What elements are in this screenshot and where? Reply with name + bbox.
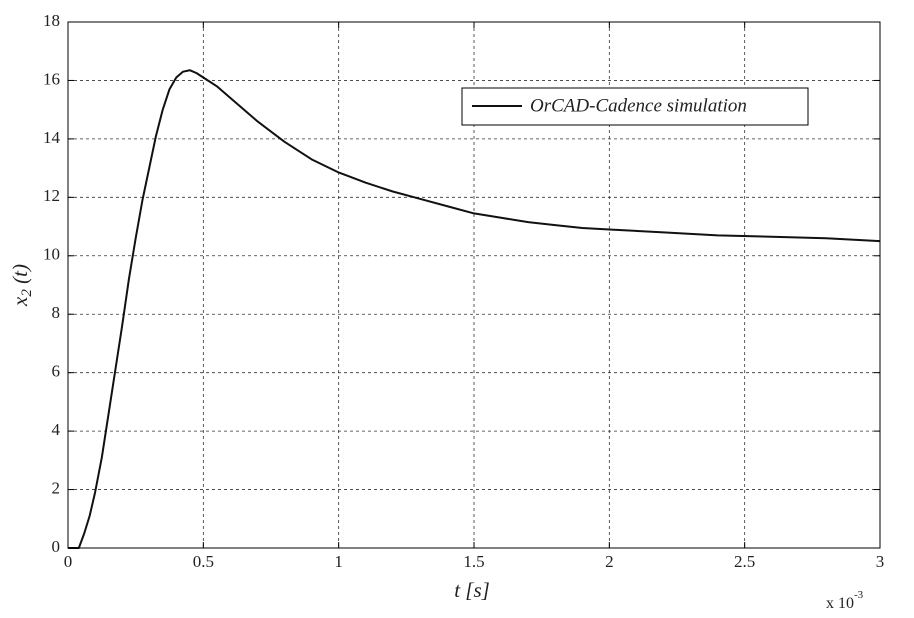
x-tick-label: 2 bbox=[605, 552, 614, 571]
legend: OrCAD-Cadence simulation bbox=[461, 87, 809, 126]
legend-label: OrCAD-Cadence simulation bbox=[530, 95, 747, 116]
y-label-rest: (t) bbox=[8, 264, 32, 289]
y-label-subscript: 2 bbox=[19, 289, 35, 297]
data-layer bbox=[68, 69, 881, 549]
x-multiplier-exponent: -3 bbox=[854, 589, 864, 601]
y-tick-label: 2 bbox=[52, 478, 61, 497]
x-tick-label: 0 bbox=[64, 552, 73, 571]
y-tick-label: 0 bbox=[52, 537, 61, 556]
y-axis-label: x2 (t) bbox=[8, 264, 36, 307]
y-label-base: x bbox=[8, 296, 32, 307]
x-tick-label: 3 bbox=[876, 552, 885, 571]
x-axis-label: t [s] bbox=[454, 578, 490, 602]
y-tick-label: 12 bbox=[43, 186, 60, 205]
y-tick-label: 6 bbox=[52, 362, 61, 381]
y-tick-label: 4 bbox=[52, 420, 61, 439]
x-tick-label: 1 bbox=[334, 552, 343, 571]
x-multiplier-base: x 10 bbox=[826, 595, 854, 612]
x-tick-label: 0.5 bbox=[193, 552, 214, 571]
y-tick-label: 18 bbox=[43, 11, 60, 30]
y-tick-label: 8 bbox=[52, 303, 61, 322]
y-tick-label: 10 bbox=[43, 245, 60, 264]
x-tick-label: 2.5 bbox=[734, 552, 755, 571]
x-multiplier: x 10-3 bbox=[826, 589, 864, 612]
data-line bbox=[68, 69, 881, 549]
plot-frame bbox=[67, 21, 881, 549]
x-tick-label: 1.5 bbox=[463, 552, 484, 571]
y-tick-label: 16 bbox=[43, 69, 60, 88]
y-tick-label: 14 bbox=[43, 128, 61, 147]
